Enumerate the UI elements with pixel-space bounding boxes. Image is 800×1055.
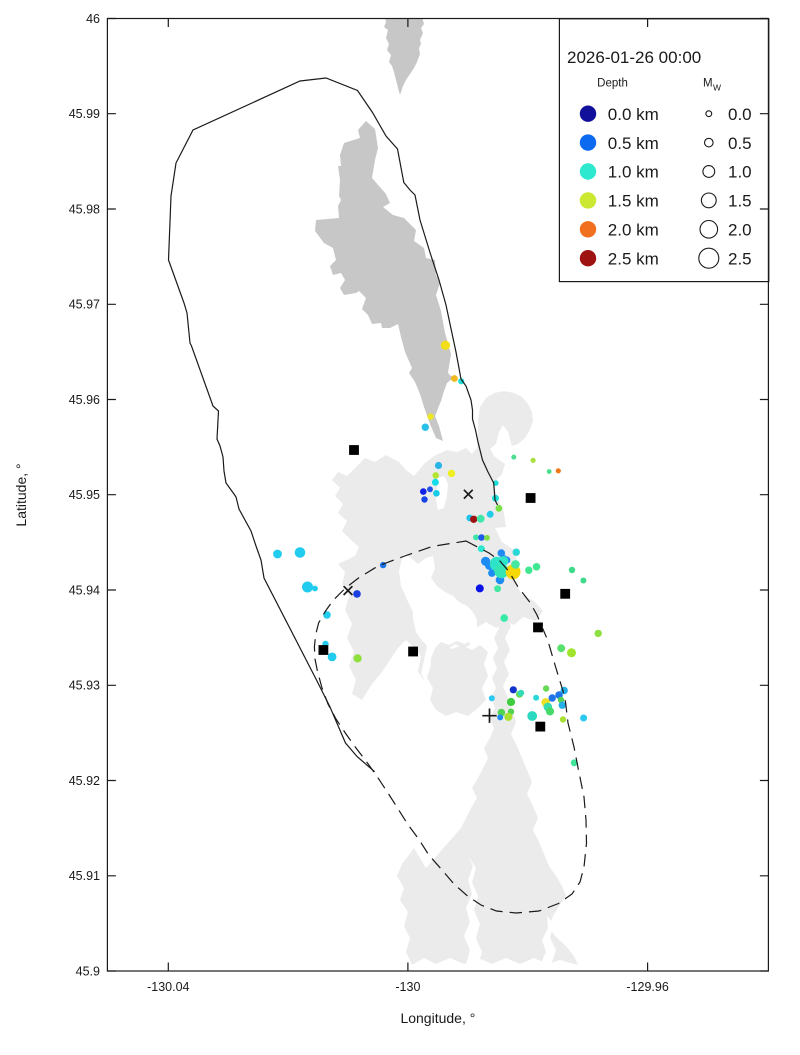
- svg-text:Latitude, °: Latitude, °: [13, 463, 29, 526]
- svg-text:M: M: [703, 78, 713, 90]
- svg-text:1.0 km: 1.0 km: [608, 163, 659, 182]
- svg-text:Longitude, °: Longitude, °: [400, 1010, 475, 1026]
- svg-text:0.5: 0.5: [728, 134, 752, 153]
- svg-text:2.0: 2.0: [728, 221, 752, 240]
- svg-text:45.94: 45.94: [69, 583, 100, 597]
- svg-text:1.5: 1.5: [728, 192, 752, 211]
- svg-text:0.0 km: 0.0 km: [608, 105, 659, 124]
- svg-text:2.0 km: 2.0 km: [608, 221, 659, 240]
- svg-text:Depth: Depth: [597, 78, 628, 90]
- svg-text:45.96: 45.96: [69, 393, 100, 407]
- svg-text:2026-01-26 00:00: 2026-01-26 00:00: [567, 48, 701, 67]
- svg-text:-129.96: -129.96: [626, 980, 668, 994]
- svg-text:45.95: 45.95: [69, 488, 100, 502]
- svg-text:45.91: 45.91: [69, 869, 100, 883]
- svg-text:0.0: 0.0: [728, 105, 752, 124]
- svg-text:45.9: 45.9: [76, 964, 100, 978]
- svg-text:45.99: 45.99: [69, 107, 100, 121]
- svg-text:45.92: 45.92: [69, 774, 100, 788]
- svg-text:W: W: [713, 83, 721, 93]
- svg-text:2.5 km: 2.5 km: [608, 249, 659, 268]
- svg-text:45.97: 45.97: [69, 298, 100, 312]
- svg-text:45.98: 45.98: [69, 202, 100, 216]
- svg-text:-130.04: -130.04: [147, 980, 189, 994]
- svg-text:2.5: 2.5: [728, 249, 752, 268]
- svg-text:1.0: 1.0: [728, 163, 752, 182]
- svg-text:0.5 km: 0.5 km: [608, 134, 659, 153]
- svg-text:1.5 km: 1.5 km: [608, 192, 659, 211]
- svg-text:46: 46: [86, 12, 100, 26]
- svg-text:-130: -130: [395, 980, 420, 994]
- svg-text:45.93: 45.93: [69, 679, 100, 693]
